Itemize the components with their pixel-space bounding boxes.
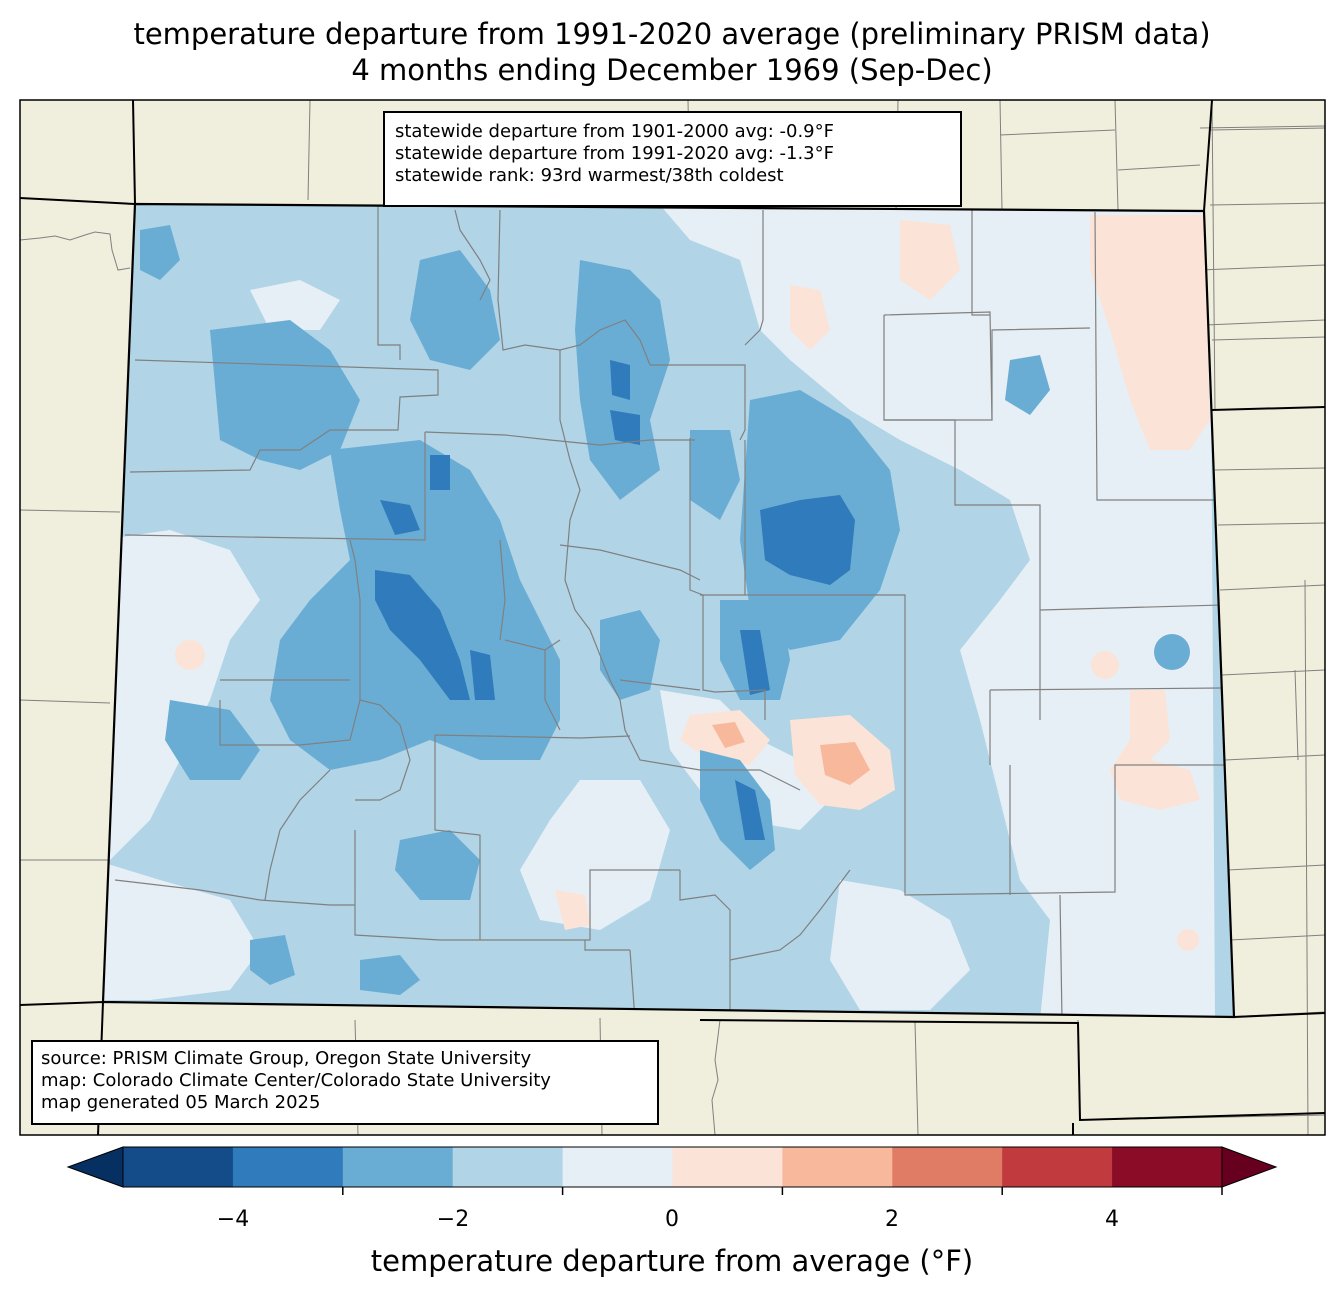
- colorbar-tick-label: −4: [216, 1207, 250, 1232]
- map-title-line1: temperature departure from 1991-2020 ave…: [133, 17, 1211, 51]
- colorbar-segment: [1002, 1147, 1113, 1187]
- colorbar-outline: [122, 1146, 1223, 1188]
- colorado-county-lines: [114, 205, 1230, 1017]
- map-title-line2: 4 months ending December 1969 (Sep-Dec): [351, 53, 993, 87]
- colorbar-extend-low: [66, 1146, 124, 1188]
- colorbar-segment: [672, 1147, 783, 1187]
- colorbar-segment: [123, 1147, 234, 1187]
- colorbar-tick-label: 2: [885, 1207, 899, 1232]
- colorbar: [66, 1146, 1278, 1195]
- colorbar-tick-label: 4: [1105, 1207, 1119, 1232]
- colorbar-tick-label: −2: [436, 1207, 470, 1232]
- source-line: source: PRISM Climate Group, Oregon Stat…: [41, 1048, 532, 1069]
- colorbar-extend-high: [1221, 1146, 1278, 1188]
- state-borders: [20, 100, 1325, 1135]
- colorbar-segment: [1112, 1147, 1223, 1187]
- source-box: source: PRISM Climate Group, Oregon Stat…: [31, 1040, 659, 1125]
- colorbar-segment: [782, 1147, 893, 1187]
- stat-departure-1901-2000: statewide departure from 1901-2000 avg: …: [395, 121, 834, 142]
- colorbar-segment: [452, 1147, 564, 1187]
- generated-date-line: map generated 05 March 2025: [41, 1092, 321, 1113]
- map-credit-line: map: Colorado Climate Center/Colorado St…: [41, 1070, 551, 1091]
- colorbar-segment: [892, 1147, 1003, 1187]
- stat-departure-1991-2020: statewide departure from 1991-2020 avg: …: [395, 143, 834, 164]
- colorbar-tick-label: 0: [665, 1207, 679, 1232]
- map-frame: [19, 99, 1326, 1136]
- colorbar-segment: [562, 1147, 673, 1187]
- colorbar-label: temperature departure from average (°F): [370, 1244, 974, 1278]
- colorbar-segment: [342, 1147, 454, 1187]
- statewide-stats-box: statewide departure from 1901-2000 avg: …: [383, 111, 962, 207]
- temperature-field: [103, 204, 1234, 1017]
- stat-rank: statewide rank: 93rd warmest/38th coldes…: [395, 165, 784, 186]
- colorbar-segment: [232, 1147, 344, 1187]
